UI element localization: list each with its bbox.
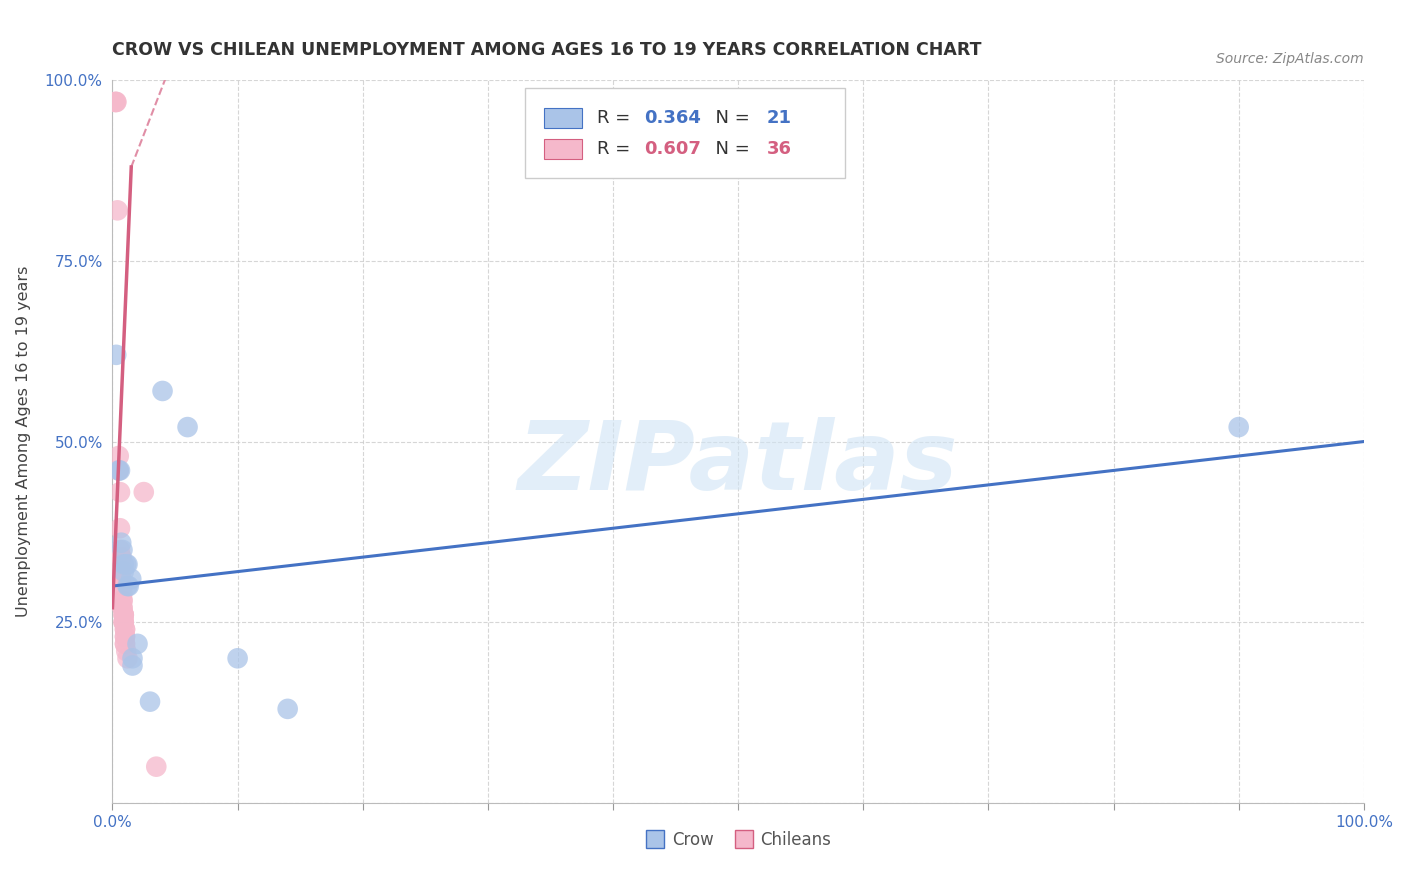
- Text: CROW VS CHILEAN UNEMPLOYMENT AMONG AGES 16 TO 19 YEARS CORRELATION CHART: CROW VS CHILEAN UNEMPLOYMENT AMONG AGES …: [112, 41, 981, 59]
- Point: [127, 637, 149, 651]
- Point: [110, 572, 132, 586]
- Point: [112, 607, 135, 622]
- Text: Source: ZipAtlas.com: Source: ZipAtlas.com: [1216, 52, 1364, 66]
- Point: [108, 542, 131, 557]
- Point: [114, 637, 136, 651]
- Point: [112, 615, 135, 630]
- Point: [115, 644, 138, 658]
- Point: [111, 579, 134, 593]
- Point: [108, 521, 131, 535]
- Point: [111, 586, 134, 600]
- Legend: Crow, Chileans: Crow, Chileans: [638, 824, 838, 856]
- Text: ZIPatlas: ZIPatlas: [517, 417, 959, 509]
- Point: [104, 95, 127, 109]
- Point: [114, 623, 136, 637]
- Point: [107, 449, 129, 463]
- Point: [114, 637, 136, 651]
- Point: [112, 615, 135, 630]
- Point: [107, 463, 129, 477]
- Point: [114, 630, 136, 644]
- Text: 36: 36: [766, 140, 792, 158]
- Point: [112, 607, 135, 622]
- Text: 0.364: 0.364: [644, 109, 702, 127]
- Text: 0.607: 0.607: [644, 140, 702, 158]
- Point: [120, 572, 142, 586]
- Text: N =: N =: [704, 109, 756, 127]
- Point: [121, 658, 143, 673]
- Point: [114, 623, 136, 637]
- Point: [111, 542, 134, 557]
- Point: [110, 558, 132, 572]
- Point: [226, 651, 249, 665]
- Y-axis label: Unemployment Among Ages 16 to 19 years: Unemployment Among Ages 16 to 19 years: [15, 266, 31, 617]
- Point: [139, 695, 162, 709]
- Point: [112, 607, 135, 622]
- Point: [110, 550, 132, 565]
- Point: [117, 558, 139, 572]
- Point: [107, 203, 129, 218]
- FancyBboxPatch shape: [544, 139, 582, 159]
- Point: [105, 95, 128, 109]
- Text: N =: N =: [704, 140, 756, 158]
- FancyBboxPatch shape: [544, 108, 582, 128]
- Point: [112, 558, 135, 572]
- Point: [112, 565, 135, 579]
- Point: [117, 651, 139, 665]
- Point: [115, 558, 138, 572]
- Point: [145, 760, 167, 774]
- FancyBboxPatch shape: [526, 87, 845, 178]
- Point: [111, 600, 134, 615]
- Point: [112, 615, 135, 630]
- Point: [111, 593, 134, 607]
- Point: [1227, 420, 1250, 434]
- Point: [111, 593, 134, 607]
- Point: [105, 95, 128, 109]
- Point: [152, 384, 174, 398]
- Point: [110, 565, 132, 579]
- Point: [277, 702, 299, 716]
- Point: [105, 348, 128, 362]
- Point: [110, 535, 132, 549]
- Point: [117, 579, 139, 593]
- Text: R =: R =: [596, 109, 636, 127]
- Point: [107, 463, 129, 477]
- Text: 21: 21: [766, 109, 792, 127]
- Point: [111, 600, 134, 615]
- Point: [176, 420, 198, 434]
- Text: R =: R =: [596, 140, 636, 158]
- Point: [132, 485, 155, 500]
- Point: [114, 630, 136, 644]
- Point: [110, 550, 132, 565]
- Point: [118, 579, 141, 593]
- Point: [121, 651, 143, 665]
- Point: [108, 463, 131, 477]
- Point: [108, 485, 131, 500]
